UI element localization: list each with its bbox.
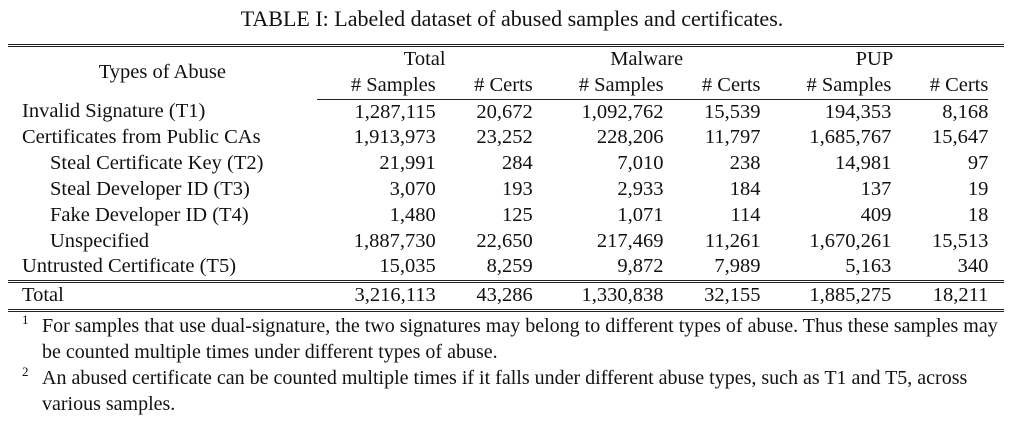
cell: 1,287,115 xyxy=(354,100,436,123)
cell: 9,872 xyxy=(617,255,664,278)
cell: 15,647 xyxy=(931,126,989,149)
cell: 1,913,973 xyxy=(353,126,436,149)
table-row: Steal Certificate Key (T2) 21,991 284 7,010… xyxy=(8,151,1004,177)
cell: 1,330,838 xyxy=(532,280,664,312)
table-caption: TABLE I: Labeled dataset of abused sampl… xyxy=(240,6,784,31)
cell: 18 xyxy=(967,203,989,226)
cell: 8,259 xyxy=(486,255,533,278)
footnote-mark: 2 xyxy=(22,364,29,379)
footnote-text: An abused certificate can be counted mul… xyxy=(42,367,968,415)
cell: 194,353 xyxy=(824,100,892,123)
row-label: Fake Developer ID (T4) xyxy=(50,203,249,226)
table-row: Untrusted Certificate (T5) 15,035 8,259 9,8… xyxy=(8,254,1004,281)
cell: 18,211 xyxy=(891,280,989,312)
header-row-groups: Types of Abuse Total Malware PUP xyxy=(8,45,1004,83)
header-group-pup: PUP xyxy=(855,48,894,70)
row-label: Unspecified xyxy=(50,229,150,252)
header-sub: # Samples xyxy=(760,72,892,100)
cell: 11,261 xyxy=(704,229,761,252)
row-label: Invalid Signature (T1) xyxy=(22,100,206,123)
row-label: Untrusted Certificate (T5) xyxy=(22,255,237,278)
header-sub: # Samples xyxy=(532,72,664,100)
row-label: Certificates from Public CAs xyxy=(22,126,261,149)
table-row: Invalid Signature (T1) 1,287,115 20,672 1,0… xyxy=(8,99,1004,125)
cell: 228,206 xyxy=(596,126,664,149)
cell: 238 xyxy=(729,152,761,175)
table-row: Certificates from Public CAs 1,913,973 23,… xyxy=(8,125,1004,151)
cell: 23,252 xyxy=(476,126,533,149)
cell: 125 xyxy=(501,203,533,226)
header-group-total: Total xyxy=(403,48,446,70)
cell: 340 xyxy=(957,255,989,278)
footnote-mark: 1 xyxy=(22,312,29,327)
cell: 2,933 xyxy=(617,177,664,200)
row-label: Steal Developer ID (T3) xyxy=(50,177,250,200)
cell: 97 xyxy=(967,152,989,175)
cell: 1,685,767 xyxy=(809,126,892,149)
cell: 184 xyxy=(729,177,761,200)
cell: 3,216,113 xyxy=(316,280,436,312)
cell: 3,070 xyxy=(389,177,436,200)
cell: 7,989 xyxy=(714,255,761,278)
cell: 22,650 xyxy=(476,229,533,252)
cell: 409 xyxy=(860,203,892,226)
footnotes: 1 For samples that use dual-signature, th… xyxy=(22,312,1012,417)
header-types: Types of Abuse xyxy=(98,61,226,84)
header-row-sub: # Samples # Certs # Samples # Certs # Sa… xyxy=(8,72,1004,100)
table-row: Unspecified 1,887,730 22,650 217,469 11,261 1… xyxy=(8,229,1004,255)
footnote-text: For samples that use dual-signature, the… xyxy=(42,315,998,363)
cell: 1,092,762 xyxy=(581,100,664,123)
total-row: Total 3,216,113 43,286 1,330,838 32,155 … xyxy=(8,280,1004,312)
header-sub: # Samples xyxy=(316,72,436,100)
cell: 14,981 xyxy=(834,152,892,175)
header-sub: # Certs xyxy=(891,72,989,100)
cell: 15,035 xyxy=(379,255,436,278)
table-row: Fake Developer ID (T4) 1,480 125 1,071 114 40… xyxy=(8,203,1004,229)
cell: 7,010 xyxy=(617,152,664,175)
cell: 1,480 xyxy=(389,203,436,226)
cell: 8,168 xyxy=(942,100,989,123)
cell: 1,887,730 xyxy=(353,229,436,252)
cell: 1,885,275 xyxy=(760,280,892,312)
cell: 43,286 xyxy=(435,280,533,312)
cell: 19 xyxy=(967,177,989,200)
footnote: 2 An abused certificate can be counted mu… xyxy=(22,364,1012,417)
cell: 1,670,261 xyxy=(809,229,892,252)
cell: 15,539 xyxy=(704,100,761,123)
table-row: Steal Developer ID (T3) 3,070 193 2,933 184 1… xyxy=(8,177,1004,203)
row-label: Total xyxy=(8,280,317,312)
cell: 114 xyxy=(730,203,761,226)
cell: 284 xyxy=(501,152,533,175)
cell: 11,797 xyxy=(704,126,761,149)
cell: 21,991 xyxy=(379,152,436,175)
footnote: 1 For samples that use dual-signature, th… xyxy=(22,312,1012,365)
header-group-malware: Malware xyxy=(610,48,684,70)
cell: 15,513 xyxy=(931,229,989,252)
cell: 193 xyxy=(501,177,533,200)
cell: 217,469 xyxy=(596,229,664,252)
header-sub: # Certs xyxy=(663,72,761,100)
cell: 32,155 xyxy=(663,280,761,312)
abuse-dataset-table: Types of Abuse Total Malware PUP # Sampl… xyxy=(8,44,1004,312)
row-label: Steal Certificate Key (T2) xyxy=(50,152,264,175)
cell: 5,163 xyxy=(845,255,892,278)
cell: 137 xyxy=(860,177,892,200)
header-sub: # Certs xyxy=(435,72,533,100)
cell: 1,071 xyxy=(617,203,664,226)
cell: 20,672 xyxy=(476,100,533,123)
